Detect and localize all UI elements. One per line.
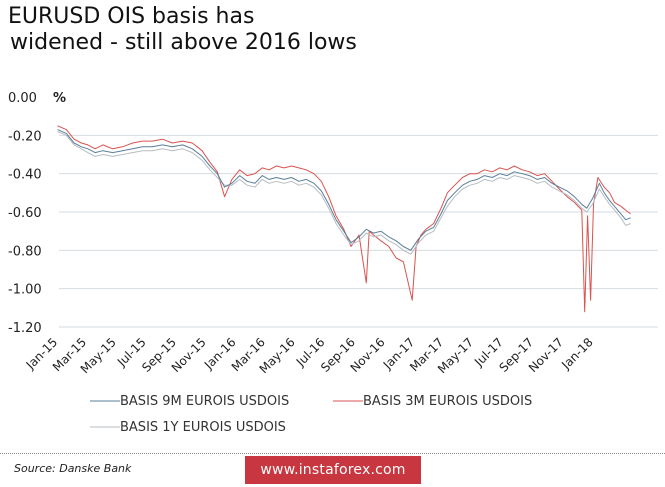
chart-title-line-1: EURUSD OIS basis has [8,4,255,29]
x-tick-label: Jan-18 [558,335,596,373]
y-tick-label: -1.20 [8,321,42,336]
y-axis-unit-label: % [53,91,66,106]
gridlines [59,134,658,328]
x-axis-ticks: Jan-15Mar-15May-15Jul-15Sep-15Nov-15Jan-… [23,335,596,376]
y-tick-label: -1.00 [8,283,42,298]
chart-title-line-2: widened - still above 2016 lows [10,30,357,55]
footer-divider [0,453,665,454]
watermark-banner: www.instaforex.com [245,456,421,484]
legend: BASIS 9M EUROIS USDOIS BASIS 3M EUROIS US… [90,394,532,435]
y-tick-label: -0.40 [8,168,42,183]
series-line-basis-9m-eurois-usdois [57,129,631,251]
chart-title: EURUSD OIS basis has widened - still abo… [8,4,568,56]
y-tick-label: -0.20 [8,129,42,144]
legend-label: BASIS 9M EUROIS USDOIS [120,394,289,409]
source-note: Source: Danske Bank [14,462,132,475]
y-tick-label: 0.00 [8,91,37,106]
line-chart: 0.00 -0.20 -0.40 -0.60 -0.80 -1.00 -1.20 % Jan… [8,91,658,435]
y-axis-ticks: 0.00 -0.20 -0.40 -0.60 -0.80 -1.00 -1.20 [8,91,42,336]
series-line-basis-3m-eurois-usdois [57,125,631,313]
series-line-basis-1y-eurois-usdois [57,131,631,255]
y-tick-label: -0.80 [8,244,42,259]
legend-label: BASIS 1Y EUROIS USDOIS [120,420,286,435]
legend-label: BASIS 3M EUROIS USDOIS [363,394,532,409]
series-lines [57,125,631,313]
y-tick-label: -0.60 [8,206,42,221]
